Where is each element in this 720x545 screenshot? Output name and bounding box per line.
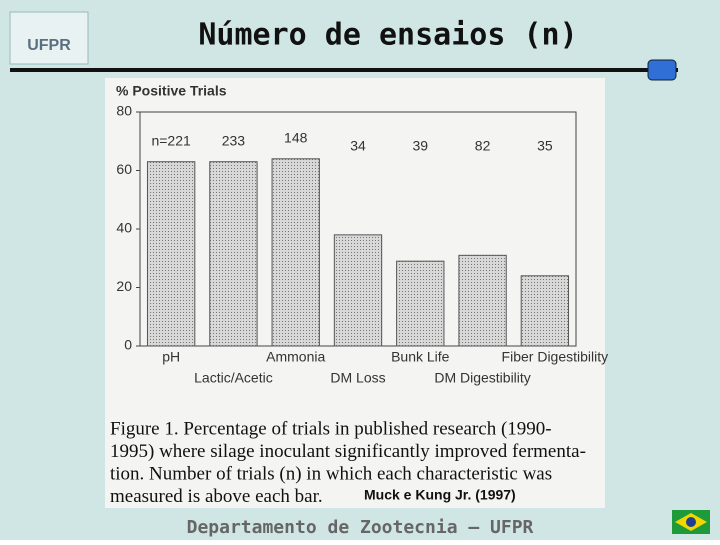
source: Muck e Kung Jr. (1997)	[364, 487, 516, 503]
x-tick-label: pH	[162, 349, 180, 365]
y-tick-label: 60	[116, 161, 132, 177]
caption-line: measured is above each bar.	[110, 486, 323, 507]
bar	[209, 161, 258, 347]
logo-text: UFPR	[27, 37, 71, 54]
caption-line: tion. Number of trials (n) in which each…	[110, 463, 552, 484]
x-tick-label: DM Loss	[330, 370, 385, 386]
y-tick-label: 0	[124, 337, 132, 353]
caption-line: Figure 1. Percentage of trials in publis…	[110, 418, 552, 439]
bar	[146, 161, 196, 347]
bar-annotation: 148	[284, 130, 308, 146]
bar-annotation: 34	[350, 138, 366, 154]
slide-title: Número de ensaios (n)	[198, 18, 577, 53]
y-tick-label: 40	[116, 220, 132, 236]
x-tick-label: Lactic/Acetic	[194, 370, 273, 386]
x-tick-label: Fiber Digestibility	[502, 349, 609, 365]
x-tick-label: Bunk Life	[391, 349, 450, 365]
bar	[458, 254, 507, 347]
bar-annotation: 82	[475, 138, 491, 154]
bar-annotation: 233	[222, 132, 246, 148]
flag-circle	[686, 517, 696, 527]
bar-annotation: n=221	[151, 132, 191, 148]
rule-icon	[647, 59, 677, 81]
bar	[333, 234, 383, 347]
logo-box	[9, 11, 89, 65]
footer: Departamento de Zootecnia – UFPR	[187, 517, 534, 538]
bar	[396, 260, 445, 347]
y-tick-label: 80	[116, 103, 132, 119]
x-tick-label: Ammonia	[266, 349, 325, 365]
bar	[520, 275, 570, 347]
y-axis-label: % Positive Trials	[116, 83, 227, 99]
bar-annotation: 39	[412, 138, 428, 154]
caption-line: 1995) where silage inoculant significant…	[110, 441, 586, 462]
x-tick-label: DM Digestibility	[434, 370, 530, 386]
y-tick-label: 20	[116, 278, 132, 294]
bar-annotation: 35	[537, 138, 553, 154]
bar	[271, 158, 320, 347]
